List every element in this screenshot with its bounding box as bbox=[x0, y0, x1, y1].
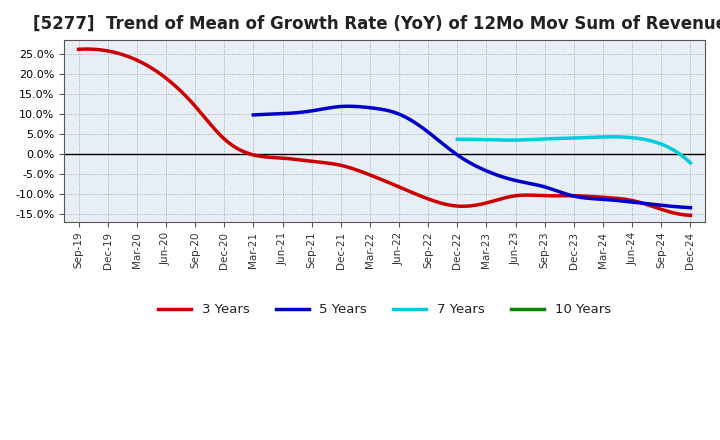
5 Years bbox=[525, 181, 534, 186]
5 Years bbox=[568, 193, 577, 198]
Title: [5277]  Trend of Mean of Growth Rate (YoY) of 12Mo Mov Sum of Revenues: [5277] Trend of Mean of Growth Rate (YoY… bbox=[32, 15, 720, 33]
Legend: 3 Years, 5 Years, 7 Years, 10 Years: 3 Years, 5 Years, 7 Years, 10 Years bbox=[153, 298, 616, 321]
7 Years bbox=[545, 136, 554, 141]
3 Years bbox=[686, 213, 695, 218]
3 Years bbox=[521, 192, 529, 198]
7 Years bbox=[600, 134, 608, 139]
7 Years bbox=[529, 137, 538, 142]
5 Years bbox=[423, 129, 432, 134]
7 Years bbox=[607, 134, 616, 139]
3 Years bbox=[518, 193, 526, 198]
Line: 5 Years: 5 Years bbox=[253, 106, 690, 208]
3 Years bbox=[74, 47, 83, 52]
7 Years bbox=[686, 160, 695, 165]
3 Years bbox=[461, 204, 469, 209]
3 Years bbox=[149, 67, 158, 72]
5 Years bbox=[686, 205, 695, 210]
3 Years bbox=[82, 47, 91, 52]
Line: 7 Years: 7 Years bbox=[457, 137, 690, 163]
5 Years bbox=[392, 110, 401, 116]
3 Years bbox=[275, 155, 284, 161]
7 Years bbox=[622, 135, 631, 140]
5 Years bbox=[249, 112, 258, 117]
3 Years bbox=[318, 160, 327, 165]
Line: 3 Years: 3 Years bbox=[78, 49, 690, 215]
7 Years bbox=[453, 137, 462, 142]
5 Years bbox=[344, 103, 353, 109]
7 Years bbox=[623, 135, 631, 140]
5 Years bbox=[566, 192, 575, 198]
7 Years bbox=[481, 137, 490, 142]
5 Years bbox=[302, 109, 310, 114]
